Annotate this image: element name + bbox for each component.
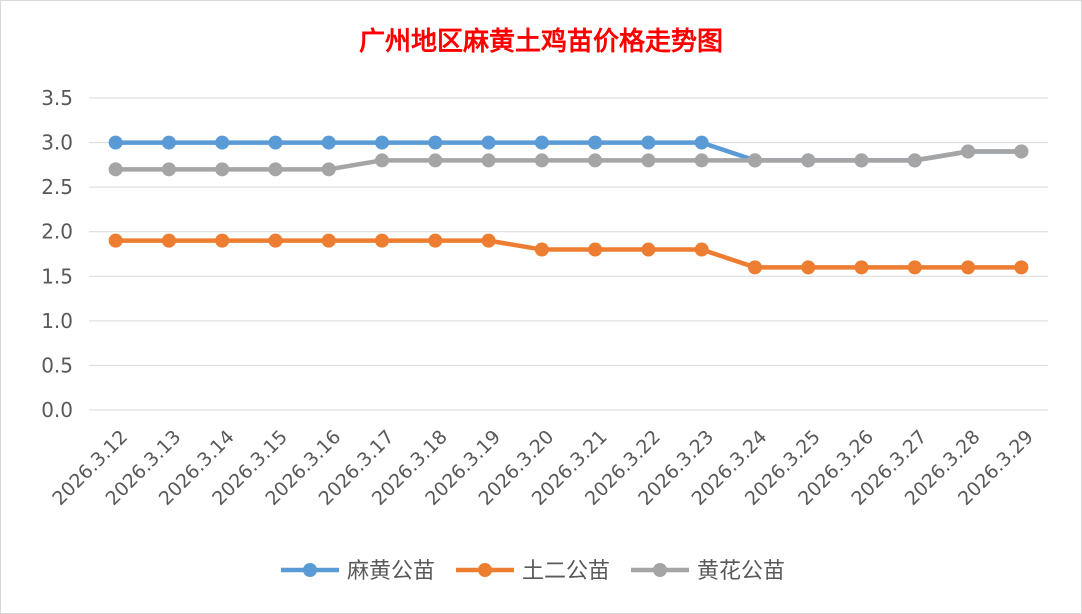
series-line	[113, 149, 1024, 172]
legend-label: 麻黄公苗	[347, 559, 435, 584]
data-point	[481, 153, 496, 168]
data-point	[161, 233, 176, 248]
data-point	[641, 242, 656, 257]
y-axis-ticks: 0.0 0.5 1.0 1.5 2.0 2.5 3.0 3.5	[41, 86, 73, 422]
legend-label: 土二公苗	[522, 559, 610, 584]
y-tick-label: 3.0	[41, 131, 73, 155]
series-lines	[108, 135, 1029, 275]
x-axis-ticks: 2026.3.122026.3.132026.3.142026.3.152026…	[48, 426, 1038, 510]
data-point	[215, 162, 230, 177]
data-point	[854, 260, 869, 275]
data-point	[641, 153, 656, 168]
data-point	[161, 135, 176, 150]
data-point	[801, 260, 816, 275]
data-point	[375, 153, 390, 168]
data-point	[961, 260, 976, 275]
y-tick-label: 1.5	[41, 264, 73, 288]
data-point	[268, 233, 283, 248]
series-3	[108, 144, 1029, 177]
series-line	[113, 238, 1024, 270]
data-point	[108, 233, 123, 248]
data-point	[588, 242, 603, 257]
data-point	[428, 135, 443, 150]
chart-title: 广州地区麻黄土鸡苗价格走势图	[359, 26, 723, 57]
legend-item: 黄花公苗	[631, 559, 785, 584]
legend: 麻黄公苗 土二公苗 黄花公苗	[281, 559, 785, 584]
data-point	[641, 135, 656, 150]
data-point	[588, 153, 603, 168]
data-point	[215, 233, 230, 248]
data-point	[747, 260, 762, 275]
data-point	[108, 135, 123, 150]
data-point	[694, 153, 709, 168]
data-point	[161, 162, 176, 177]
data-point	[534, 153, 549, 168]
legend-item: 土二公苗	[456, 559, 610, 584]
data-point	[694, 242, 709, 257]
data-point	[801, 153, 816, 168]
data-point	[215, 135, 230, 150]
data-point	[321, 162, 336, 177]
data-point	[961, 144, 976, 159]
data-point	[375, 135, 390, 150]
legend-item: 麻黄公苗	[281, 559, 435, 584]
data-point	[854, 153, 869, 168]
data-point	[268, 135, 283, 150]
data-point	[321, 135, 336, 150]
y-tick-label: 0.5	[41, 353, 73, 377]
data-point	[108, 162, 123, 177]
data-point	[907, 153, 922, 168]
legend-swatch-marker	[478, 563, 492, 577]
y-tick-label: 3.5	[41, 86, 73, 110]
y-tick-label: 2.0	[41, 220, 73, 244]
data-point	[534, 242, 549, 257]
data-point	[481, 233, 496, 248]
data-point	[481, 135, 496, 150]
series-2	[108, 233, 1029, 275]
data-point	[321, 233, 336, 248]
data-point	[747, 153, 762, 168]
y-tick-label: 1.0	[41, 309, 73, 333]
legend-swatch-marker	[653, 563, 667, 577]
legend-label: 黄花公苗	[697, 559, 785, 584]
data-point	[588, 135, 603, 150]
series-line	[113, 140, 1024, 163]
data-point	[1014, 144, 1029, 159]
y-tick-label: 2.5	[41, 175, 73, 199]
legend-swatch-marker	[303, 563, 317, 577]
data-point	[428, 233, 443, 248]
data-point	[907, 260, 922, 275]
data-point	[1014, 260, 1029, 275]
data-point	[694, 135, 709, 150]
y-tick-label: 0.0	[41, 398, 73, 422]
data-point	[375, 233, 390, 248]
data-point	[268, 162, 283, 177]
data-point	[534, 135, 549, 150]
data-point	[428, 153, 443, 168]
